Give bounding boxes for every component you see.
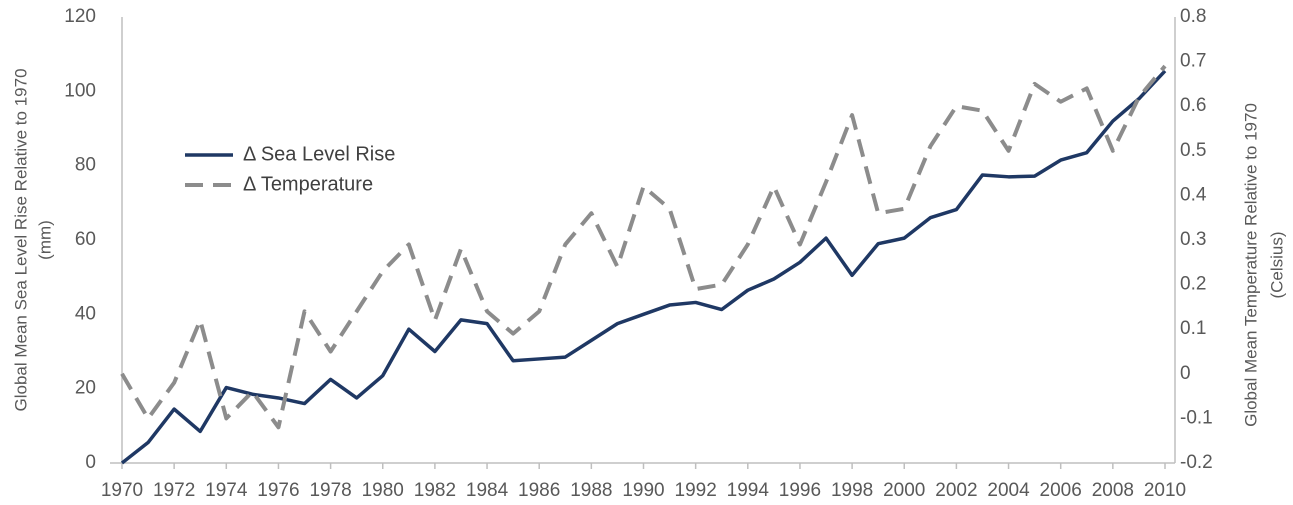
x-tick-label: 1978 [309, 480, 351, 501]
y2-axis-title: Global Mean Temperature Relative to 1970 [1241, 103, 1260, 427]
x-tick-label: 1988 [570, 480, 612, 501]
x-tick-label: 1986 [518, 480, 560, 501]
y2-tick-label: 0.7 [1180, 51, 1206, 72]
y2-tick-label: 0.2 [1180, 274, 1206, 295]
y-tick-label: 0 [85, 452, 96, 473]
x-tick-label: 1976 [257, 480, 299, 501]
x-tick-label: 2010 [1144, 480, 1186, 501]
y-tick-label: 40 [75, 303, 96, 324]
x-tick-label: 1996 [779, 480, 821, 501]
y2-tick-label: 0.4 [1180, 184, 1207, 205]
x-tick-label: 1984 [466, 480, 509, 501]
x-tick-label: 2000 [883, 480, 925, 501]
x-tick-label: 1990 [622, 480, 664, 501]
y2-tick-label: -0.2 [1180, 452, 1213, 473]
x-tick-label: 1992 [675, 480, 717, 501]
y2-tick-label: 0.6 [1180, 95, 1206, 116]
y-tick-label: 60 [75, 229, 96, 250]
x-tick-label: 2006 [1040, 480, 1082, 501]
y2-tick-label: 0.3 [1180, 229, 1206, 250]
y-axis-title: Global Mean Sea Level Rise Relative to 1… [11, 68, 30, 411]
x-tick-label: 1994 [727, 480, 770, 501]
series-line [120, 69, 1167, 465]
y2-tick-label: -0.1 [1180, 407, 1213, 428]
legend-label: Δ Sea Level Rise [243, 143, 395, 165]
x-tick-label: 1974 [205, 480, 248, 501]
x-tick-label: 1972 [153, 480, 195, 501]
y-axis-title: (mm) [35, 220, 54, 260]
y-tick-label: 120 [64, 6, 96, 27]
x-tick-label: 1970 [101, 480, 143, 501]
y2-tick-label: 0.5 [1180, 140, 1206, 161]
y2-axis-title: (Celsius) [1267, 231, 1286, 298]
y2-tick-label: 0.1 [1180, 318, 1206, 339]
x-tick-label: 1980 [362, 480, 404, 501]
x-tick-label: 1998 [831, 480, 873, 501]
y-tick-label: 20 [75, 378, 96, 399]
y-tick-label: 80 [75, 155, 96, 176]
y2-tick-label: 0 [1180, 363, 1191, 384]
x-tick-label: 2002 [935, 480, 977, 501]
x-tick-label: 1982 [414, 480, 456, 501]
legend-label: Δ Temperature [243, 173, 373, 195]
series-line [120, 64, 1167, 430]
y2-tick-label: 0.8 [1180, 6, 1206, 27]
x-tick-label: 2004 [987, 480, 1030, 501]
x-tick-label: 2008 [1092, 480, 1134, 501]
y-tick-label: 100 [64, 80, 96, 101]
